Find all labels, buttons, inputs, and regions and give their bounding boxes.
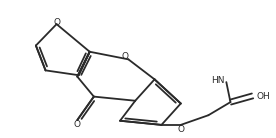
Text: O: O	[122, 52, 129, 61]
Text: O: O	[177, 125, 184, 134]
Text: O: O	[74, 120, 81, 129]
Text: HN: HN	[211, 76, 224, 85]
Text: OH: OH	[256, 92, 270, 101]
Text: O: O	[53, 18, 60, 27]
